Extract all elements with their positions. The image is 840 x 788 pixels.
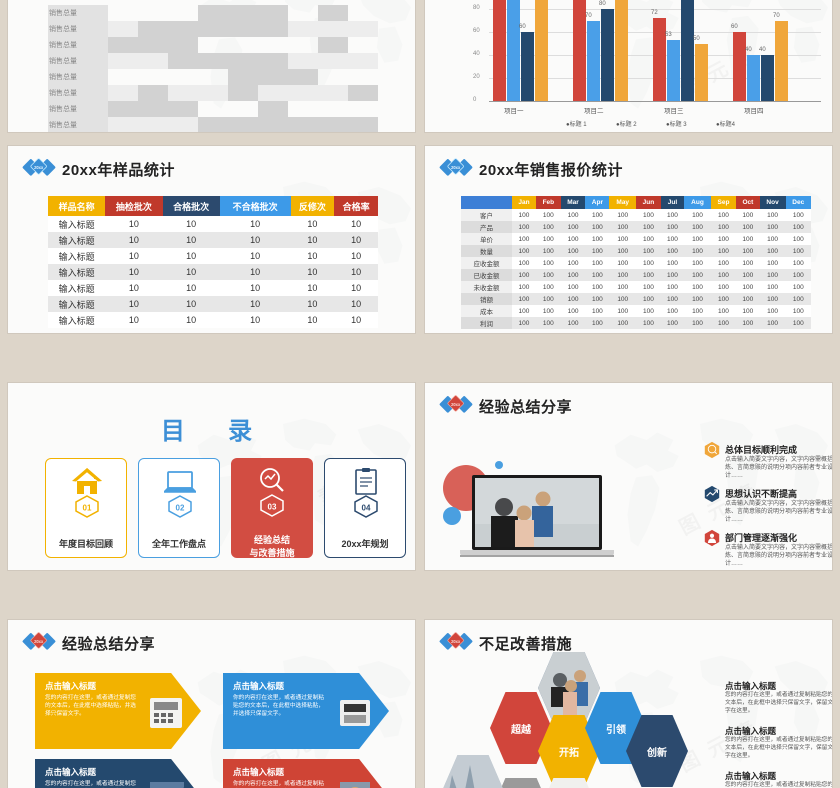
svg-text:02: 02 bbox=[176, 504, 185, 513]
svg-text:20xx: 20xx bbox=[451, 165, 461, 170]
svg-text:20xx: 20xx bbox=[451, 402, 461, 407]
svg-text:20xx: 20xx bbox=[34, 165, 44, 170]
svg-text:04: 04 bbox=[362, 504, 371, 513]
svg-text:20xx: 20xx bbox=[451, 639, 461, 644]
svg-text:01: 01 bbox=[83, 504, 92, 513]
svg-text:20xx: 20xx bbox=[34, 639, 44, 644]
svg-text:03: 03 bbox=[268, 503, 277, 512]
